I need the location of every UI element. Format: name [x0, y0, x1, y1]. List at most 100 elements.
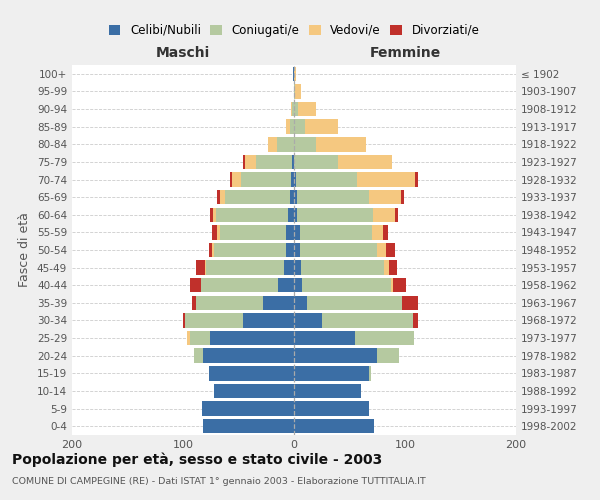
Bar: [202, 402, 294, 416]
Bar: [294, 260, 384, 275]
Bar: [294, 190, 298, 204]
Bar: [209, 366, 294, 380]
Bar: [294, 243, 395, 257]
Bar: [294, 331, 355, 345]
Bar: [286, 243, 294, 257]
Bar: [294, 172, 357, 186]
Bar: [294, 225, 299, 240]
Bar: [294, 137, 366, 152]
Bar: [294, 384, 361, 398]
Bar: [243, 154, 294, 169]
Bar: [292, 154, 294, 169]
Bar: [294, 331, 414, 345]
Bar: [185, 314, 294, 328]
Bar: [294, 120, 338, 134]
Bar: [294, 331, 414, 345]
Bar: [294, 260, 397, 275]
Bar: [294, 154, 392, 169]
Bar: [217, 190, 294, 204]
Bar: [192, 296, 294, 310]
Bar: [294, 172, 418, 186]
Bar: [294, 384, 361, 398]
Bar: [294, 190, 404, 204]
Bar: [214, 384, 294, 398]
Bar: [214, 384, 294, 398]
Bar: [294, 366, 371, 380]
Bar: [290, 120, 294, 134]
Bar: [209, 208, 294, 222]
Bar: [194, 348, 294, 363]
Bar: [293, 66, 294, 81]
Bar: [294, 278, 406, 292]
Bar: [294, 243, 377, 257]
Text: COMUNE DI CAMPEGINE (RE) - Dati ISTAT 1° gennaio 2003 - Elaborazione TUTTITALIA.: COMUNE DI CAMPEGINE (RE) - Dati ISTAT 1°…: [12, 478, 426, 486]
Bar: [190, 331, 294, 345]
Bar: [294, 137, 366, 152]
Bar: [202, 402, 294, 416]
Bar: [284, 260, 294, 275]
Bar: [294, 419, 374, 434]
Bar: [196, 296, 294, 310]
Bar: [294, 384, 361, 398]
Bar: [294, 402, 370, 416]
Bar: [209, 366, 294, 380]
Bar: [294, 190, 401, 204]
Bar: [277, 137, 294, 152]
Bar: [294, 243, 386, 257]
Bar: [294, 208, 298, 222]
Bar: [212, 225, 294, 240]
Bar: [245, 154, 294, 169]
Bar: [294, 137, 316, 152]
Bar: [230, 172, 294, 186]
Bar: [243, 314, 294, 328]
Bar: [294, 314, 322, 328]
Bar: [196, 260, 294, 275]
Bar: [294, 243, 299, 257]
Bar: [190, 278, 294, 292]
Bar: [268, 137, 294, 152]
Bar: [294, 154, 338, 169]
Bar: [268, 137, 294, 152]
Bar: [202, 402, 294, 416]
Bar: [203, 419, 294, 434]
Text: Femmine: Femmine: [370, 46, 440, 60]
Bar: [294, 278, 302, 292]
Bar: [294, 384, 361, 398]
Bar: [209, 243, 294, 257]
Bar: [263, 296, 294, 310]
Bar: [294, 120, 338, 134]
Bar: [294, 314, 418, 328]
Bar: [294, 102, 298, 117]
Bar: [203, 419, 294, 434]
Bar: [294, 296, 401, 310]
Bar: [294, 348, 377, 363]
Bar: [293, 66, 294, 81]
Bar: [294, 84, 301, 98]
Bar: [225, 190, 294, 204]
Bar: [294, 154, 392, 169]
Bar: [294, 208, 373, 222]
Bar: [294, 366, 370, 380]
Bar: [294, 402, 370, 416]
Bar: [286, 120, 294, 134]
Bar: [185, 314, 294, 328]
Bar: [202, 402, 294, 416]
Bar: [205, 260, 294, 275]
Bar: [217, 225, 294, 240]
Bar: [214, 384, 294, 398]
Bar: [294, 84, 295, 98]
Y-axis label: Anni di nascita: Anni di nascita: [597, 204, 600, 296]
Bar: [294, 348, 400, 363]
Bar: [294, 260, 389, 275]
Bar: [209, 366, 294, 380]
Bar: [289, 208, 294, 222]
Bar: [294, 208, 398, 222]
Bar: [286, 225, 294, 240]
Bar: [209, 366, 294, 380]
Bar: [294, 278, 391, 292]
Bar: [294, 296, 401, 310]
Bar: [278, 278, 294, 292]
Bar: [294, 172, 296, 186]
Bar: [294, 402, 370, 416]
Bar: [294, 296, 307, 310]
